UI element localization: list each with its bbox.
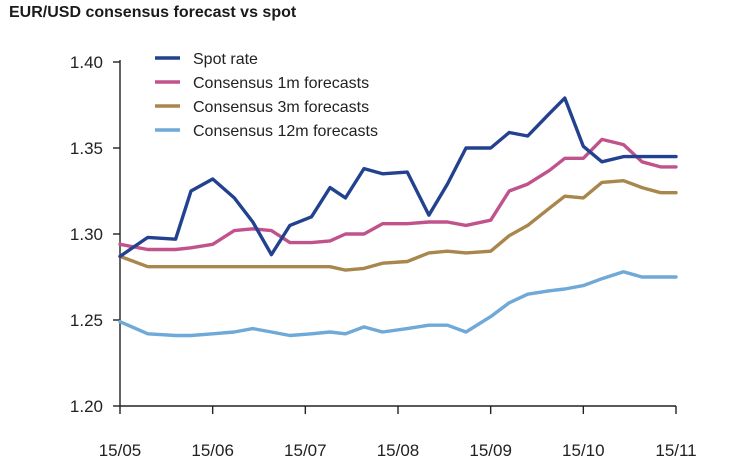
y-axis: 1.20 1.25 1.30 1.35 1.40: [70, 53, 121, 416]
legend: Spot rate Consensus 1m forecasts Consensus…: [155, 51, 378, 140]
x-tick-label: 15/05: [99, 441, 142, 460]
legend-label-consensus-1m-forecasts: Consensus 1m forecasts: [193, 75, 369, 92]
x-tick-label: 15/10: [562, 441, 605, 460]
y-tick-label: 1.40: [70, 53, 103, 72]
x-axis: 15/05 15/06 15/07 15/08 15/09 15/10 15/11: [99, 405, 697, 460]
x-tick-label: 15/09: [469, 441, 512, 460]
y-tick-label: 1.30: [70, 225, 103, 244]
series-lines: [118, 96, 678, 338]
series-line-consensus-12m-forecasts: [118, 270, 678, 338]
legend-label-consensus-3m-forecasts: Consensus 3m forecasts: [193, 99, 369, 116]
x-tick-label: 15/08: [377, 441, 420, 460]
legend-label-spot-rate: Spot rate: [193, 51, 258, 68]
legend-label-consensus-12m-forecasts: Consensus 12m forecasts: [193, 123, 378, 140]
y-tick-label: 1.25: [70, 311, 103, 330]
y-tick-label: 1.35: [70, 139, 103, 158]
series-line-spot-rate: [118, 96, 678, 259]
y-tick-label: 1.20: [70, 397, 103, 416]
chart-title: EUR/USD consensus forecast vs spot: [9, 4, 297, 21]
series-line-consensus-3m-forecasts: [118, 178, 678, 272]
x-tick-label: 15/06: [191, 441, 234, 460]
x-tick-label: 15/11: [655, 441, 696, 460]
x-tick-label: 15/07: [284, 441, 327, 460]
